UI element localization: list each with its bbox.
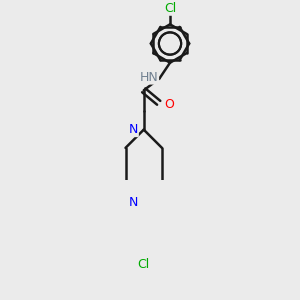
Text: Cl: Cl xyxy=(138,257,150,271)
Text: HN: HN xyxy=(140,70,158,84)
Text: N: N xyxy=(128,123,138,136)
Text: O: O xyxy=(164,98,174,111)
Text: N: N xyxy=(128,196,138,209)
Text: Cl: Cl xyxy=(164,2,176,15)
